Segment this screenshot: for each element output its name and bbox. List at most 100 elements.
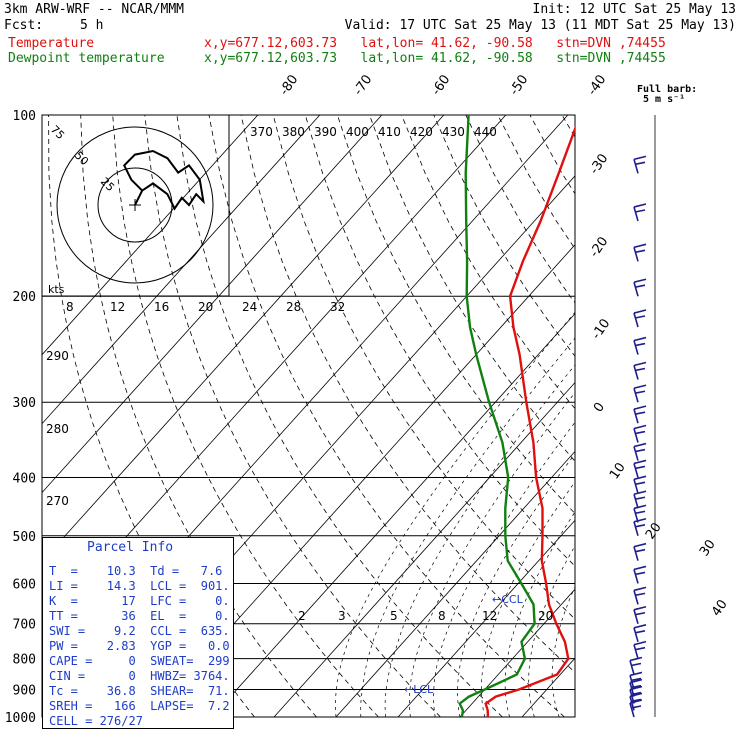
dry-adiabat [433,115,575,357]
fcst-value: 5 h [80,18,104,33]
wind-barb-shaft [633,247,639,262]
wind-barb-flag [633,424,647,430]
wind-barb-flag [634,646,646,651]
parcel-row: CIN = 0 HWBZ= 3764. [49,669,230,683]
wind-barb-flag [634,510,646,515]
fcst-label: Fcst: [4,18,44,33]
dry-adiabat [529,115,575,195]
moist-adiabat [551,586,575,718]
wind-barb-shaft [629,702,635,718]
isotherm-line [42,115,445,563]
barb-title: Full barb: [637,84,698,95]
parcel-info-title: Parcel Info [87,540,174,555]
dry-adiabat [594,115,740,717]
wind-barb-flag [633,565,647,571]
barb-unit: 5 m s⁻¹ [643,94,686,105]
parcel-row: Tc = 36.8 SHEAR= 71. [49,684,230,698]
wind-barb-flag [634,496,646,501]
moist-adiabat [335,311,575,718]
dry-adiabat [723,115,740,717]
mixing-ratio-label: 2 [298,609,306,623]
wind-barb-shaft [633,609,639,624]
wind-barb-flag [630,677,642,682]
wind-barb-shaft [633,446,639,461]
isotherm-line [521,657,575,718]
isotherm-label: 20 [643,520,665,542]
isotherm-line [459,588,575,718]
dry-adiabat [112,115,379,718]
wind-barb-shaft [633,388,639,403]
wind-barb-shaft [633,644,639,659]
grid-layer [41,114,740,718]
speed-tick-label: 16 [154,300,169,314]
dry-adiabat [401,115,575,410]
wind-barb-shaft [633,282,639,297]
wind-barb-flag [633,490,647,496]
speed-tick-label: 8 [66,300,74,314]
theta-e-label: 410 [378,125,401,139]
hodograph-trace [122,149,205,211]
speed-tick-label: 28 [286,300,301,314]
wind-barb-flag [633,542,647,548]
wind-barbs [629,115,656,718]
wind-barb-flag [629,699,643,704]
isotherm-line [149,244,575,718]
isotherm-label: -10 [589,316,613,342]
wind-barb-flag [633,361,647,367]
wind-barb-flag [634,548,646,553]
theta-label: 290 [46,349,69,363]
temperature-legend: Temperature [8,36,95,51]
wind-barb-flag [634,342,646,347]
theta-e-label: 390 [314,125,337,139]
parcel-row: K = 17 LFC = 0. [49,594,230,608]
wind-barb-shaft [633,365,639,380]
wind-barb-flag [630,705,642,709]
wind-barb-shaft [633,340,639,355]
moist-adiabat [457,453,575,718]
wind-barb-flag [634,367,646,372]
pressure-label: 900 [13,683,36,698]
pressure-label: 700 [13,618,36,633]
wind-barb-flag [633,155,647,161]
wind-barb-flag [634,630,646,634]
wind-barb-shaft [633,569,639,584]
isotherm-label: 30 [697,537,719,559]
hodograph-unit-label: kts [48,283,65,296]
model-title: 3km ARW-WRF -- NCAR/MMM [4,2,185,17]
wind-barb-flag [630,691,642,696]
isotherm-line [335,450,575,718]
wind-barb-flag [634,209,646,213]
pressure-label: 300 [13,396,36,411]
dry-adiabat [561,115,575,138]
wind-barb-flag [629,685,643,691]
wind-barb-flag [634,448,646,453]
pressure-label: 200 [13,290,36,305]
isotherm-line [584,115,740,717]
parcel-row: T = 10.3 Td = 7.6 [49,564,223,578]
wind-barb-flag [629,692,643,698]
wind-barb-flag [634,390,646,395]
parcel-row: TT = 36 EL = 0. [49,609,230,623]
pressure-label: 400 [13,471,36,486]
moist-adiabat [528,545,575,718]
dry-adiabat [497,115,575,250]
dry-adiabat [144,115,441,718]
wind-barb-flag [629,678,643,684]
isotherm-label: -30 [587,151,611,177]
wind-barb-flag [634,411,646,415]
temperature-profile [484,125,575,718]
parcel-info-box: Parcel Info T = 10.3 Td = 7.6 LI = 14.3 … [42,537,234,729]
theta-e-label: 440 [474,125,497,139]
isotherm-label: 10 [607,460,629,482]
wind-barb-flag [633,278,647,283]
parcel-row: CELL = 276/27 [49,714,143,728]
isotherm-line [397,519,575,718]
parcel-row: SWI = 9.2 CCL = 635. [49,624,230,638]
isotherm-label: -80 [277,72,301,98]
speed-tick-label: 24 [242,300,257,314]
valid-time: Valid: 17 UTC Sat 25 May 13 (11 MDT Sat … [344,18,736,33]
wind-barb-flag [633,203,647,208]
wind-barb-shaft [633,463,639,478]
wind-barb-shaft [633,206,639,222]
